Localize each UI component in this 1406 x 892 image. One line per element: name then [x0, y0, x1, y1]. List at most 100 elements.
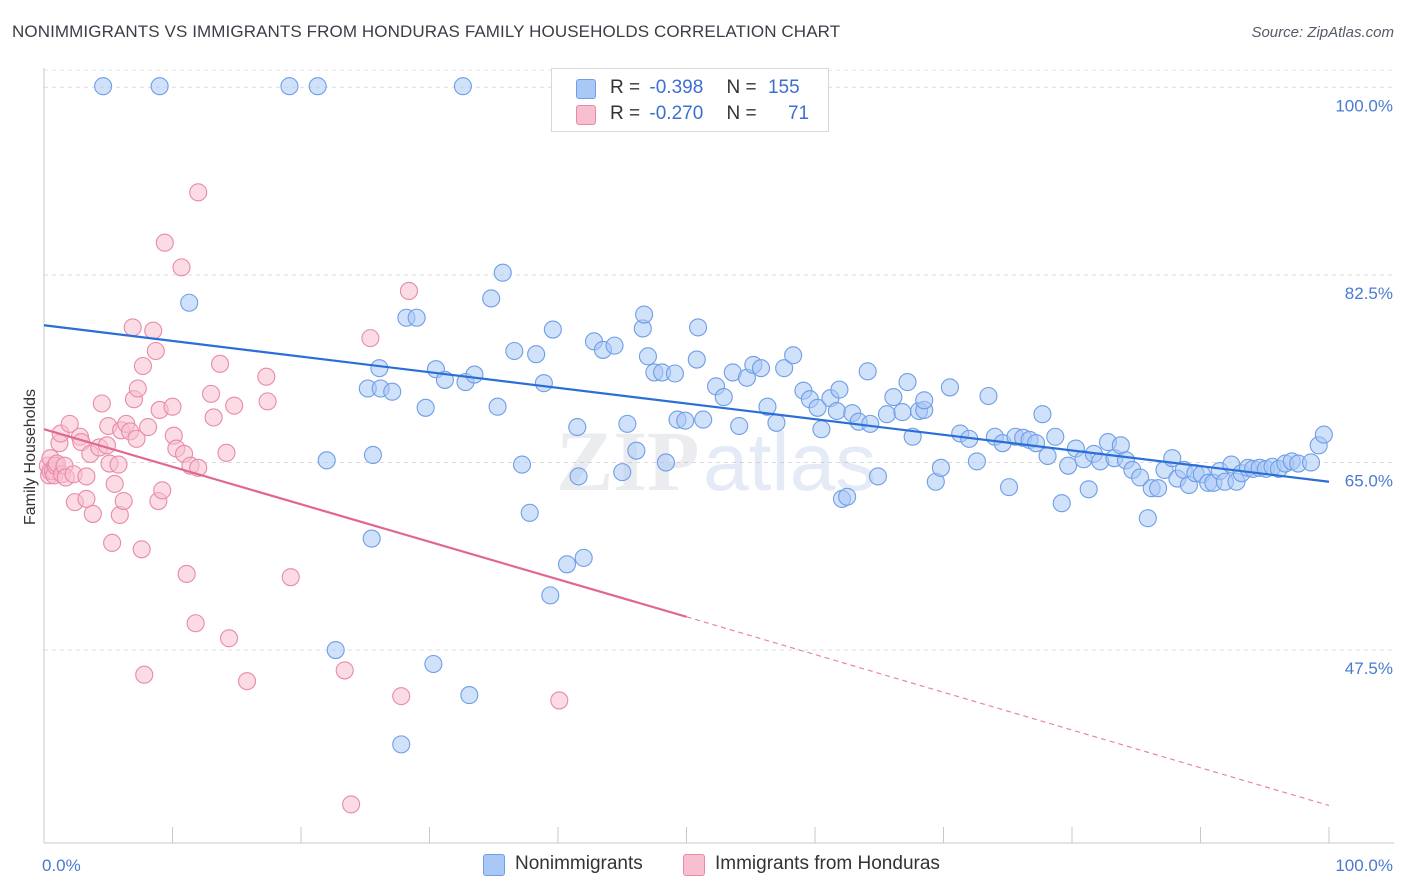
honduras-point: [281, 568, 300, 587]
honduras-point: [133, 356, 152, 376]
honduras-point: [123, 318, 142, 337]
legend-r-label: R =: [610, 77, 641, 98]
nonimmigrant-point: [979, 386, 998, 406]
nonimmigrant-point: [1052, 494, 1071, 513]
honduras-point: [135, 665, 154, 684]
legend-label-honduras: Immigrants from Honduras: [715, 853, 940, 874]
correlation-legend: R = -0.398 N = 155 R = -0.270 N = 71: [551, 68, 829, 132]
nonimmigrant-point: [527, 345, 546, 364]
nonimmigrant-point: [898, 373, 917, 392]
nonimmigrant-point: [150, 77, 169, 96]
y-tick-label: 100.0%: [1335, 96, 1393, 115]
nonimmigrant-point: [775, 359, 794, 378]
legend-swatch-blue: [483, 854, 505, 876]
y-tick-label: 82.5%: [1345, 284, 1393, 303]
honduras-point: [392, 687, 411, 706]
nonimmigrant-point: [453, 77, 472, 96]
honduras-point: [550, 691, 569, 710]
legend-n-value: 71: [787, 103, 810, 124]
nonimmigrant-point: [1033, 405, 1052, 424]
nonimmigrant-point: [568, 418, 587, 437]
nonimmigrant-point: [877, 405, 897, 424]
honduras-point: [219, 629, 239, 648]
nonimmigrants-trend-line: [43, 324, 1330, 483]
honduras-point: [225, 396, 244, 415]
nonimmigrant-point: [1038, 446, 1057, 466]
nonimmigrant-point: [326, 641, 345, 660]
honduras-point: [361, 329, 380, 348]
honduras-point: [177, 564, 196, 583]
nonimmigrant-point: [1079, 480, 1098, 499]
honduras-point: [217, 443, 236, 462]
nonimmigrant-point: [940, 378, 959, 397]
honduras-point: [83, 504, 102, 523]
legend-r-label: R =: [610, 103, 641, 124]
trend-lines: [43, 324, 1330, 807]
honduras-point: [155, 233, 174, 252]
honduras-point: [114, 492, 133, 511]
x-tick-label: 0.0%: [42, 856, 81, 875]
nonimmigrant-point: [1138, 509, 1157, 528]
honduras-point: [163, 397, 182, 416]
nonimmigrant-point: [383, 382, 402, 401]
honduras-point: [153, 481, 172, 500]
nonimmigrant-point: [618, 414, 637, 433]
honduras-point: [105, 474, 124, 493]
honduras-point: [77, 467, 96, 486]
honduras-point: [127, 429, 146, 448]
y-tick-label: 47.5%: [1345, 659, 1393, 678]
gridlines: [44, 69, 1394, 651]
nonimmigrants-points: [94, 77, 1333, 754]
honduras-point: [210, 354, 230, 373]
honduras-point: [103, 533, 122, 552]
nonimmigrant-point: [730, 416, 749, 436]
chart-title: NONIMMIGRANTS VS IMMIGRANTS FROM HONDURA…: [12, 22, 841, 41]
legend-n-label: N =: [726, 77, 757, 98]
honduras-point: [335, 661, 354, 680]
nonimmigrant-point: [512, 455, 532, 474]
nonimmigrant-point: [689, 318, 708, 337]
legend-label-nonimmigrants: Nonimmigrants: [515, 853, 643, 874]
nonimmigrant-point: [392, 735, 411, 754]
nonimmigrant-point: [416, 398, 435, 417]
honduras-point: [109, 455, 128, 474]
honduras-points: [38, 183, 569, 814]
x-tick-label: 100.0%: [1335, 856, 1393, 875]
nonimmigrant-point: [520, 503, 539, 522]
tick-labels: 47.5% 65.0% 82.5% 100.0% 0.0% 100.0%: [42, 96, 1393, 875]
honduras-trend-line: [43, 428, 687, 618]
nonimmigrant-point: [751, 359, 771, 378]
nonimmigrant-point: [534, 374, 553, 393]
honduras-point: [132, 540, 151, 559]
nonimmigrant-point: [574, 548, 593, 567]
honduras-point: [186, 614, 205, 633]
nonimmigrant-point: [280, 77, 299, 96]
nonimmigrant-point: [1131, 468, 1150, 487]
legend-swatch-pink: [576, 105, 596, 125]
nonimmigrant-point: [1314, 425, 1333, 444]
nonimmigrant-point: [460, 686, 479, 705]
nonimmigrant-point: [180, 293, 199, 312]
nonimmigrant-point: [1111, 436, 1130, 455]
honduras-point: [77, 489, 96, 508]
nonimmigrant-point: [858, 362, 877, 381]
legend-n-label: N =: [726, 103, 757, 124]
nonimmigrant-point: [488, 397, 507, 416]
legend-swatch-pink: [683, 854, 705, 876]
nonimmigrant-point: [665, 364, 684, 383]
nonimmigrant-point: [915, 391, 934, 410]
nonimmigrant-point: [784, 346, 803, 365]
nonimmigrant-point: [714, 388, 733, 407]
nonimmigrant-point: [363, 445, 383, 465]
nonimmigrant-point: [627, 441, 646, 460]
nonimmigrant-point: [999, 478, 1019, 497]
honduras-point: [60, 414, 79, 433]
legend-r-value: -0.270: [649, 103, 704, 124]
nonimmigrant-point: [569, 467, 588, 486]
honduras-point: [257, 367, 276, 386]
honduras-point: [202, 384, 221, 403]
nonimmigrant-point: [1059, 456, 1078, 475]
honduras-point: [172, 258, 191, 277]
nonimmigrant-point: [1301, 453, 1321, 472]
